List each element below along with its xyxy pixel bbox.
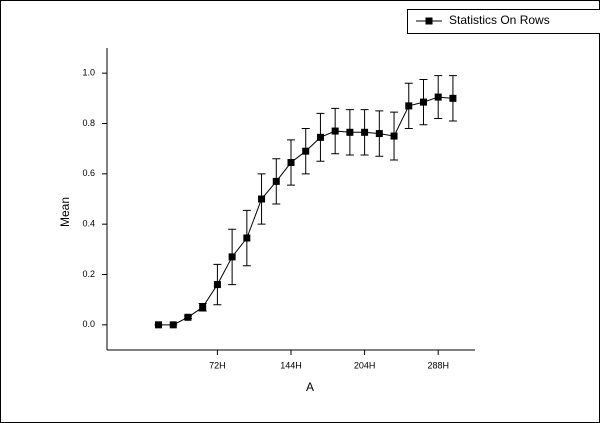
marker <box>228 253 236 261</box>
marker <box>155 321 163 329</box>
marker <box>390 132 398 140</box>
marker <box>361 128 369 136</box>
marker <box>405 102 413 110</box>
y-tick-label: 0.8 <box>82 118 95 128</box>
y-axis-label: Mean <box>58 197 72 227</box>
y-tick-label: 0.4 <box>82 219 95 229</box>
y-tick-label: 1.0 <box>82 68 95 78</box>
x-tick-label: 144H <box>280 360 302 370</box>
marker <box>287 159 295 167</box>
y-tick-label: 0.0 <box>82 319 95 329</box>
x-axis-label: A <box>306 380 314 394</box>
marker <box>184 313 192 321</box>
marker <box>419 98 427 106</box>
marker <box>199 303 207 311</box>
x-tick-label: 72H <box>209 360 226 370</box>
marker <box>346 128 354 136</box>
marker <box>302 147 310 155</box>
marker <box>213 281 221 289</box>
x-tick-label: 204H <box>354 360 376 370</box>
y-tick-label: 0.2 <box>82 269 95 279</box>
marker <box>258 195 266 203</box>
marker <box>331 127 339 135</box>
legend-marker <box>425 17 433 25</box>
marker <box>375 130 383 138</box>
marker <box>449 94 457 102</box>
marker <box>169 321 177 329</box>
marker <box>272 177 280 185</box>
marker <box>243 234 251 242</box>
marker <box>434 93 442 101</box>
x-tick-label: 288H <box>427 360 449 370</box>
legend-label: Statistics On Rows <box>449 13 550 27</box>
marker <box>316 133 324 141</box>
y-tick-label: 0.6 <box>82 168 95 178</box>
